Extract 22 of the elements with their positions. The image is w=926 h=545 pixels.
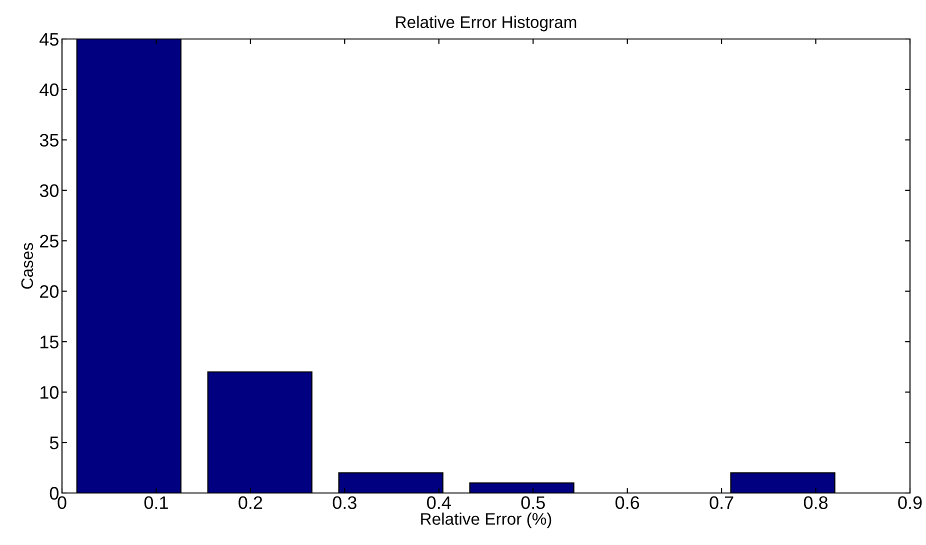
x-tick-label: 0.7 xyxy=(710,496,734,510)
x-tick-label: 0.2 xyxy=(238,496,262,510)
y-tick-label: 30 xyxy=(40,184,59,198)
y-tick-label: 45 xyxy=(40,33,58,46)
x-tick-label: 0.8 xyxy=(804,496,828,510)
y-tick-label: 10 xyxy=(40,386,59,399)
y-tick-label: 25 xyxy=(40,234,58,248)
y-tick-label: 35 xyxy=(40,134,58,147)
x-tick-label: 0.6 xyxy=(615,496,640,510)
x-tick-label: 0.4 xyxy=(427,496,451,510)
y-tick-label: 20 xyxy=(40,285,59,298)
x-tick-label: 0.3 xyxy=(332,496,356,510)
x-tick-label: 0.9 xyxy=(898,496,922,510)
x-tick-label: 0.1 xyxy=(144,496,168,510)
y-axis-title: Cases xyxy=(21,242,34,289)
y-tick-label: 5 xyxy=(50,436,58,450)
x-tick-label: 0.5 xyxy=(521,496,545,510)
y-tick-label: 40 xyxy=(40,83,59,96)
x-axis-title: Relative Error (%) xyxy=(421,512,552,528)
y-tick-label: 0 xyxy=(50,486,59,500)
y-tick-label: 15 xyxy=(40,336,58,348)
chart-title: Relative Error Histogram xyxy=(396,16,576,32)
